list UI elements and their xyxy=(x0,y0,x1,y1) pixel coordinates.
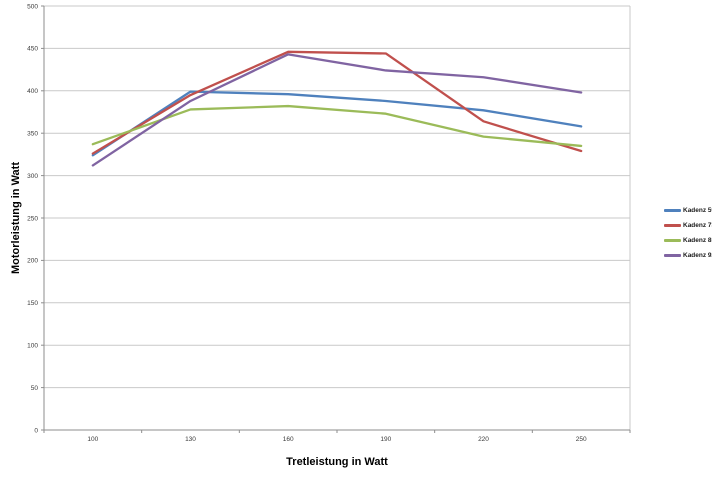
y-tick-label: 0 xyxy=(34,427,38,434)
legend-line-swatch xyxy=(664,224,681,227)
y-tick-label: 250 xyxy=(27,215,38,222)
x-tick-label: 160 xyxy=(283,436,294,443)
legend-label: Kadenz 92 xyxy=(683,252,712,259)
legend-label: Kadenz 59 xyxy=(683,207,712,214)
legend-item-kadenz-85: Kadenz 85 xyxy=(664,233,712,248)
x-tick-label: 130 xyxy=(185,436,196,443)
y-tick-label: 100 xyxy=(27,343,38,350)
series-line-kadenz-85 xyxy=(91,104,583,148)
legend: Kadenz 59 Kadenz 73 Kadenz 85 Kadenz 92 xyxy=(664,203,712,263)
y-tick-label: 450 xyxy=(27,46,38,53)
legend-item-kadenz-92: Kadenz 92 xyxy=(664,248,712,263)
legend-line-swatch xyxy=(664,239,681,242)
series-line-kadenz-73 xyxy=(91,50,583,155)
legend-label: Kadenz 85 xyxy=(683,237,712,244)
x-tick-label: 100 xyxy=(87,436,98,443)
y-tick-label: 300 xyxy=(27,173,38,180)
x-axis-title: Tretleistung in Watt xyxy=(286,456,388,468)
legend-item-kadenz-59: Kadenz 59 xyxy=(664,203,712,218)
y-tick-label: 50 xyxy=(31,385,39,392)
legend-item-kadenz-73: Kadenz 73 xyxy=(664,218,712,233)
y-tick-label: 500 xyxy=(27,3,38,10)
x-tick-label: 190 xyxy=(380,436,391,443)
legend-line-swatch xyxy=(664,209,681,212)
legend-label: Kadenz 73 xyxy=(683,222,712,229)
y-axis-title: Motorleistung in Watt xyxy=(10,161,22,275)
y-tick-label: 350 xyxy=(27,131,38,138)
series-line-kadenz-92 xyxy=(91,53,583,167)
y-tick-label: 400 xyxy=(27,88,38,95)
x-tick-label: 250 xyxy=(576,436,587,443)
series-line-kadenz-59 xyxy=(91,90,583,157)
y-tick-label: 200 xyxy=(27,258,38,265)
y-tick-label: 150 xyxy=(27,300,38,307)
legend-line-swatch xyxy=(664,254,681,257)
x-tick-label: 220 xyxy=(478,436,489,443)
